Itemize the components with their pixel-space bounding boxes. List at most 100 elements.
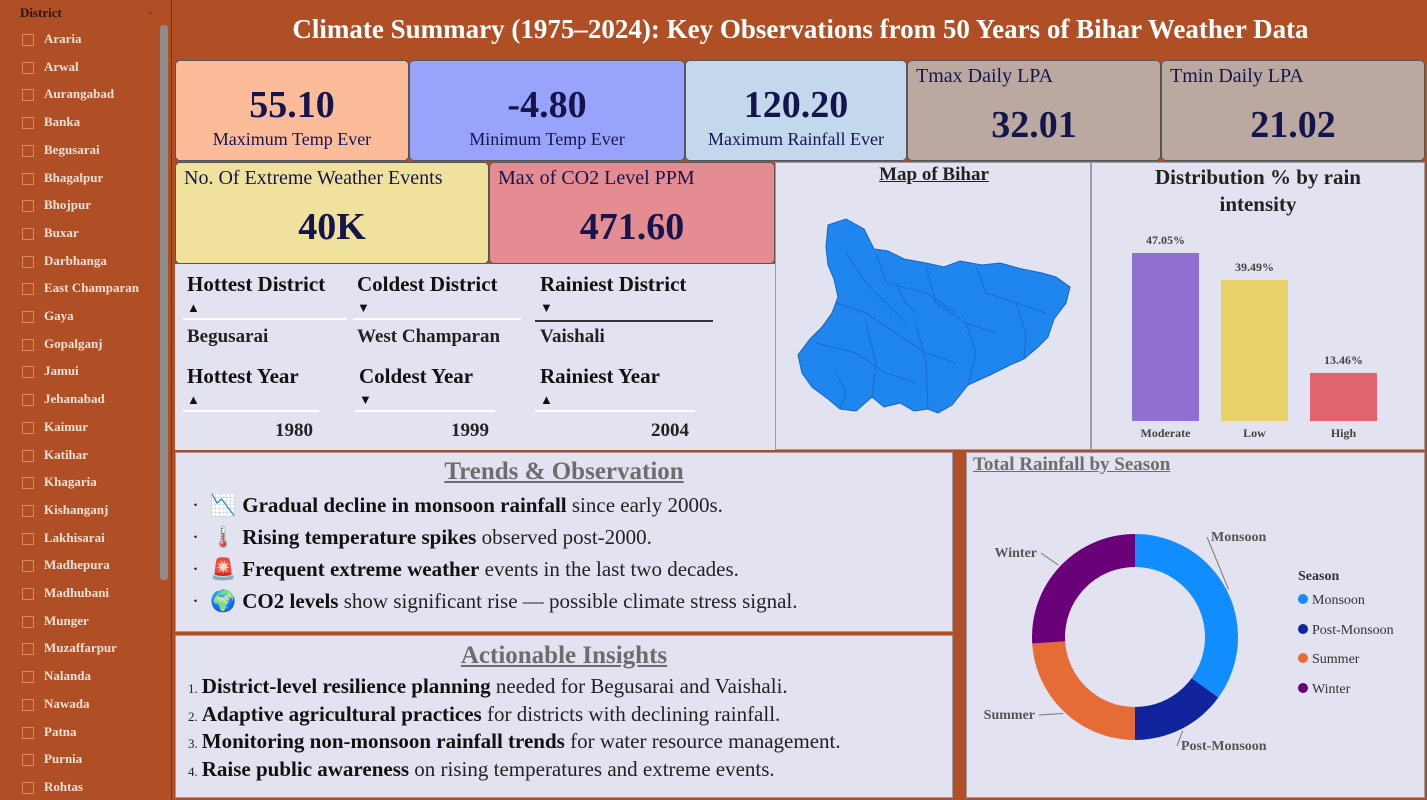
checkbox[interactable] (22, 615, 34, 628)
checkbox[interactable] (22, 311, 34, 323)
slicer-item[interactable]: Darbhanga (0, 251, 160, 271)
legend-item[interactable]: Post-Monsoon (1298, 623, 1394, 639)
sort-descending-icon[interactable]: ▼ (357, 300, 370, 315)
bar-low[interactable] (1221, 279, 1288, 421)
slicer-item-label: Nawada (44, 695, 90, 711)
checkbox[interactable] (22, 200, 34, 213)
kpi-co2-level: Max of CO2 Level PPM 471.60 (489, 162, 775, 264)
card-heading: Coldest District (357, 272, 498, 296)
checkbox[interactable] (22, 394, 34, 407)
slicer-item[interactable]: Gaya (0, 306, 160, 326)
slicer-item[interactable]: Muzaffarpur (0, 638, 160, 658)
checkbox[interactable] (22, 643, 34, 656)
slicer-item[interactable]: Banka (0, 112, 160, 132)
slicer-item[interactable]: Munger (0, 611, 160, 631)
sort-descending-icon[interactable]: ▼ (540, 300, 553, 315)
slicer-item-label: Nalanda (44, 668, 91, 684)
slicer-item[interactable]: Madhepura (0, 555, 160, 575)
rainiest-year-card[interactable]: Rainiest Year ▲ 2004 (533, 364, 695, 446)
slicer-scrollbar[interactable] (160, 25, 168, 580)
checkbox[interactable] (22, 117, 34, 130)
slicer-item[interactable]: Kishanganj (0, 500, 160, 520)
slicer-item[interactable]: Araria (0, 29, 160, 49)
checkbox[interactable] (22, 726, 34, 739)
slicer-item[interactable]: East Champaran (0, 278, 160, 298)
slicer-item[interactable]: Gopalganj (0, 334, 160, 354)
checkbox[interactable] (22, 781, 34, 794)
bihar-map-shape[interactable] (797, 218, 1071, 414)
checkbox[interactable] (22, 671, 34, 684)
slice-monsoon[interactable] (1135, 534, 1238, 698)
sort-ascending-icon[interactable]: ▲ (540, 392, 553, 407)
checkbox[interactable] (22, 61, 34, 74)
card-value: Vaishali (540, 326, 605, 347)
slice-post-monsoon[interactable] (1135, 678, 1219, 740)
checkbox[interactable] (22, 366, 34, 379)
legend-item[interactable]: Winter (1298, 682, 1350, 698)
checkbox[interactable] (22, 172, 34, 185)
divider (353, 318, 521, 320)
chevron-down-icon[interactable]: ⌄ (146, 6, 155, 17)
checkbox[interactable] (22, 588, 34, 600)
section-title: Actionable Insights (460, 642, 668, 669)
slicer-item[interactable]: Bhagalpur (0, 168, 160, 188)
bar-moderate[interactable] (1132, 253, 1199, 421)
checkbox[interactable] (22, 421, 34, 434)
section-title: Trends & Observation (444, 458, 684, 485)
checkbox[interactable] (22, 255, 34, 268)
legend-item[interactable]: Summer (1298, 652, 1359, 668)
chart-title: Total Rainfall by Season (973, 454, 1171, 475)
slice-summer[interactable] (1032, 641, 1135, 740)
rainiest-district-card[interactable]: Rainiest District ▼ Vaishali (531, 272, 713, 354)
slicer-item[interactable]: Begusarai (0, 140, 160, 160)
checkbox[interactable] (22, 532, 34, 545)
checkbox[interactable] (22, 698, 34, 711)
slicer-item-label: Muzaffarpur (44, 640, 117, 656)
hottest-year-card[interactable]: Hottest Year ▲ 1980 (179, 364, 319, 446)
slicer-item[interactable]: Madhubani (0, 583, 160, 603)
slicer-item[interactable]: Lakhisarai (0, 528, 160, 548)
slicer-item[interactable]: Aurangabad (0, 84, 160, 104)
slicer-item[interactable]: Buxar (0, 223, 160, 243)
checkbox[interactable] (22, 477, 34, 490)
hottest-district-card[interactable]: Hottest District ▲ Begusarai (175, 272, 347, 354)
insight-item: 3. Monitoring non-monsoon rainfall trends… (188, 729, 841, 754)
checkbox[interactable] (22, 449, 34, 462)
slicer-item[interactable]: Rohtas (0, 777, 160, 797)
checkbox[interactable] (22, 227, 34, 240)
slice-winter[interactable] (1032, 534, 1135, 644)
slicer-item[interactable]: Jamui (0, 361, 160, 381)
sort-ascending-icon[interactable]: ▲ (187, 300, 200, 315)
checkbox[interactable] (22, 504, 34, 517)
donut-chart-svg: Monsoon Post-Monsoon Summer Winter (984, 530, 1267, 754)
coldest-district-card[interactable]: Coldest District ▼ West Champaran (349, 272, 521, 354)
trend-text: observed post-2000. (476, 525, 652, 549)
checkbox[interactable] (22, 754, 34, 767)
slicer-item[interactable]: Nalanda (0, 666, 160, 686)
checkbox[interactable] (22, 34, 34, 46)
kpi-label: Tmax Daily LPA (916, 65, 1054, 87)
slicer-item[interactable]: Katihar (0, 445, 160, 465)
checkbox[interactable] (22, 89, 34, 102)
slicer-item[interactable]: Patna (0, 722, 160, 742)
checkbox[interactable] (22, 560, 34, 573)
insight-bold: Adaptive agricultural practices (201, 701, 482, 726)
checkbox[interactable] (22, 283, 34, 296)
slicer-item[interactable]: Kaimur (0, 417, 160, 437)
sort-descending-icon[interactable]: ▼ (359, 392, 372, 407)
legend-item[interactable]: Monsoon (1298, 593, 1365, 609)
slicer-item[interactable]: Khagaria (0, 472, 160, 492)
sort-ascending-icon[interactable]: ▲ (187, 392, 200, 407)
slicer-item[interactable]: Purnia (0, 749, 160, 769)
trend-icon: 📉 (210, 493, 237, 517)
checkbox[interactable] (22, 144, 34, 157)
bihar-map[interactable] (776, 163, 1092, 451)
trend-bold: Frequent extreme weather (242, 557, 480, 581)
slicer-item[interactable]: Bhojpur (0, 195, 160, 215)
slicer-item[interactable]: Jehanabad (0, 389, 160, 409)
slicer-item[interactable]: Arwal (0, 57, 160, 77)
checkbox[interactable] (22, 338, 34, 351)
coldest-year-card[interactable]: Coldest Year ▼ 1999 (353, 364, 495, 446)
bar-high[interactable] (1310, 372, 1377, 421)
slicer-item[interactable]: Nawada (0, 694, 160, 714)
